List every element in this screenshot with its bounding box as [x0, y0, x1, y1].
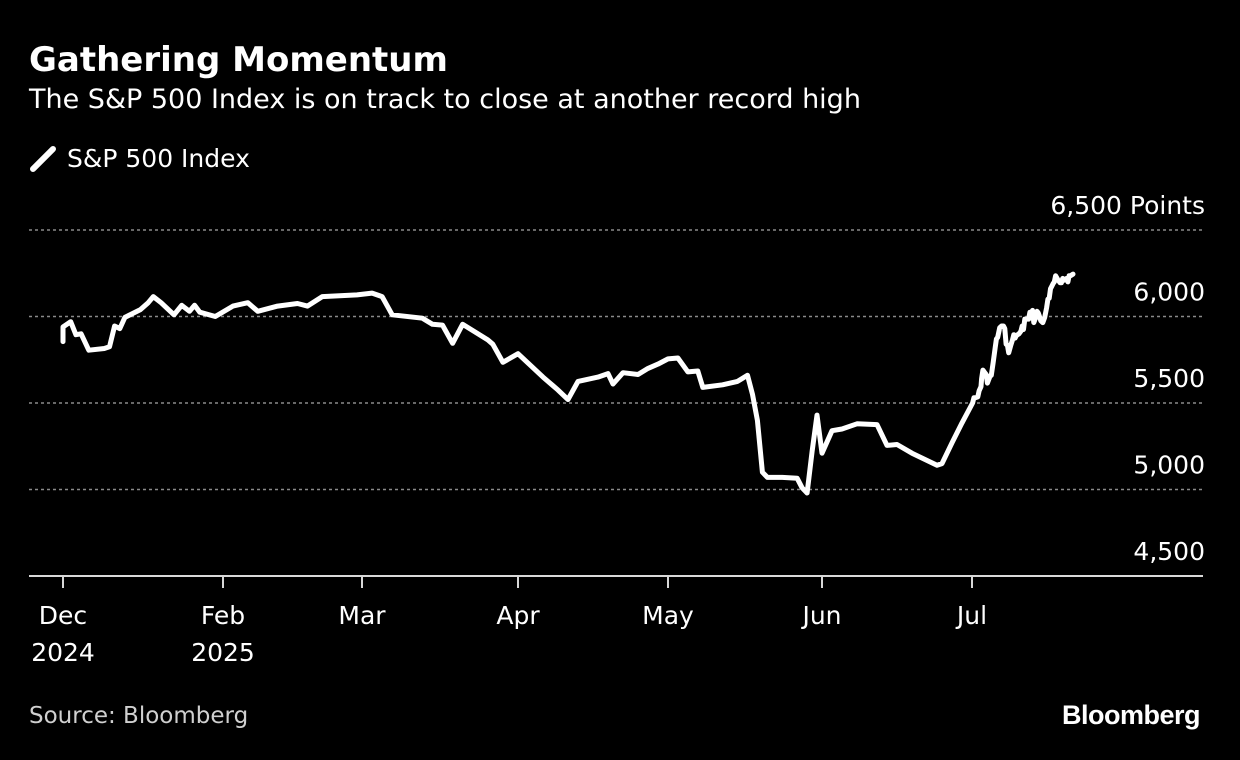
x-tick-label-may: May: [642, 601, 694, 630]
legend-swatch-icon: [29, 143, 59, 173]
legend-label: S&P 500 Index: [67, 143, 250, 173]
series-layer: [60, 271, 1076, 496]
y-axis-labels: 4,500 5,000 5,500 6,000 6,500 Points: [1050, 191, 1205, 566]
chart-title: Gathering Momentum: [29, 40, 448, 80]
x-tick-label-apr: Apr: [496, 601, 540, 630]
y-tick-label-5000: 5,000: [1133, 451, 1205, 480]
x-tick-label-mar: Mar: [338, 601, 386, 630]
y-tick-label-5500: 5,500: [1133, 364, 1205, 393]
x-tick-label-dec: Dec: [39, 601, 87, 630]
y-tick-label-6500: 6,500 Points: [1050, 191, 1205, 220]
gridlines: [29, 229, 1203, 491]
chart-subtitle: The S&P 500 Index is on track to close a…: [29, 84, 861, 115]
x-tick-year-2024: 2024: [31, 638, 95, 667]
y-tick-label-4500: 4,500: [1133, 537, 1205, 566]
x-tick-label-jun: Jun: [800, 601, 841, 630]
x-tick-year-2025: 2025: [191, 638, 255, 667]
source-note: Source: Bloomberg: [29, 703, 249, 729]
bloomberg-logo: Bloomberg: [1061, 700, 1201, 730]
series-line-sp500: [60, 271, 1076, 496]
x-tick-label-feb: Feb: [201, 601, 245, 630]
y-tick-label-6000: 6,000: [1133, 278, 1205, 307]
x-axis: [29, 575, 1203, 588]
legend: S&P 500 Index: [29, 142, 250, 174]
x-tick-label-jul: Jul: [955, 601, 987, 630]
x-axis-labels: Dec 2024 Feb 2025 Mar Apr May Jun Jul: [31, 601, 987, 667]
